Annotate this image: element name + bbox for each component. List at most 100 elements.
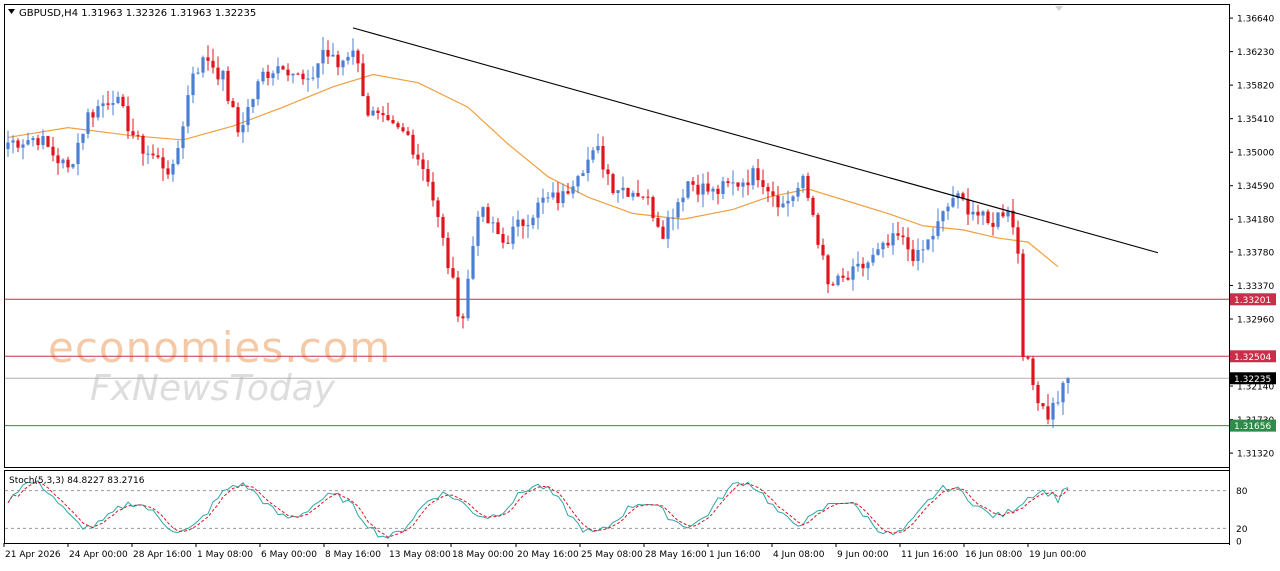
candle-body — [121, 96, 125, 107]
candle-body — [751, 168, 755, 186]
candle-body — [406, 131, 410, 135]
candle-body — [271, 73, 275, 78]
candle-body — [861, 263, 865, 269]
candle-body — [41, 136, 45, 146]
levels-layer — [5, 298, 1229, 427]
candle-body — [681, 197, 685, 203]
stoch-tick-label: 0 — [1236, 538, 1242, 548]
candle-body — [571, 186, 575, 194]
candle-body — [101, 103, 105, 107]
candle-body — [806, 175, 810, 198]
candle-body — [766, 186, 770, 192]
candle-body — [591, 150, 595, 160]
candle-body — [756, 168, 760, 181]
candle-body — [251, 99, 255, 107]
candle-body — [581, 173, 585, 177]
candle-body — [66, 159, 70, 168]
candle-body — [276, 66, 280, 74]
candle-body — [86, 112, 90, 134]
time-tick-label: 28 May 16:00 — [645, 550, 707, 560]
candle-body — [1011, 210, 1015, 228]
candle-body — [916, 249, 920, 262]
price-tick-label: 1.36230 — [1237, 48, 1274, 58]
candle-body — [466, 278, 470, 319]
level-tag-support — [1230, 419, 1276, 432]
candle-body — [826, 255, 830, 285]
candle-body — [1031, 358, 1035, 385]
candle-body — [901, 235, 905, 238]
moving-average-line — [7, 73, 1059, 268]
candle-body — [376, 110, 380, 114]
candle-body — [51, 146, 55, 156]
time-tick-label: 13 May 08:00 — [389, 550, 451, 560]
candle-body — [441, 216, 445, 238]
candle-body — [981, 211, 985, 216]
level-tag-resistance — [1230, 293, 1276, 306]
candle-body — [541, 197, 545, 203]
candle-body — [576, 176, 580, 187]
candle-body — [816, 214, 820, 245]
time-tick-label: 8 May 16:00 — [325, 550, 381, 560]
candle-body — [741, 182, 745, 187]
level-tag-resistance — [1230, 350, 1276, 363]
candle-body — [296, 73, 300, 75]
candle-body — [131, 131, 135, 136]
candle-body — [1051, 402, 1055, 420]
candle-body — [951, 198, 955, 207]
candle-body — [881, 242, 885, 250]
candle-body — [926, 239, 930, 250]
candle-body — [841, 275, 845, 278]
candle-body — [661, 226, 665, 239]
level-tag-label: 1.33201 — [1234, 296, 1271, 306]
candle-body — [976, 211, 980, 216]
candle-body — [866, 262, 870, 269]
candle-body — [371, 110, 375, 116]
candle-body — [936, 221, 940, 236]
price-tick-label: 1.33780 — [1237, 248, 1274, 258]
candle-body — [941, 211, 945, 222]
time-tick-label: 16 Jun 08:00 — [965, 550, 1022, 560]
candle-body — [491, 222, 495, 224]
candle-body — [516, 219, 520, 227]
candle-body — [11, 140, 15, 143]
candle-body — [91, 112, 95, 118]
candle-body — [186, 95, 190, 127]
candle-body — [551, 192, 555, 198]
candle-body — [811, 197, 815, 215]
candle-body — [411, 134, 415, 155]
stochastic-label: Stoch(5,3,3) 84.8227 83.2716 — [9, 476, 145, 486]
chevron-down-icon[interactable] — [8, 9, 15, 14]
candle-body — [331, 54, 335, 57]
level-tag-label: 1.32235 — [1234, 375, 1271, 385]
candle-body — [436, 200, 440, 217]
candle-body — [366, 96, 370, 116]
candle-body — [946, 206, 950, 212]
time-tick-label: 25 May 08:00 — [581, 550, 643, 560]
candle-body — [81, 133, 85, 143]
time-tick-label: 11 Jun 16:00 — [901, 550, 958, 560]
candle-body — [611, 174, 615, 193]
candle-body — [526, 225, 530, 227]
candle-body — [116, 96, 120, 104]
candle-body — [646, 196, 650, 198]
main-panel-frame — [4, 4, 1230, 468]
candle-body — [531, 217, 535, 226]
candle-body — [326, 50, 330, 57]
candle-body — [906, 237, 910, 250]
candle-body — [106, 103, 110, 105]
candle-body — [781, 203, 785, 208]
candle-body — [701, 183, 705, 195]
candle-body — [986, 211, 990, 223]
level-tag-current — [1230, 372, 1276, 385]
candle-body — [501, 234, 505, 243]
time-tick-label: 1 Jun 16:00 — [709, 550, 761, 560]
candle-body — [471, 245, 475, 279]
candle-body — [691, 181, 695, 185]
candle-body — [966, 199, 970, 215]
candle-body — [26, 140, 30, 145]
scroll-marker-icon[interactable] — [1055, 6, 1063, 11]
candle-body — [71, 164, 75, 168]
candle-body — [971, 211, 975, 215]
candle-body — [401, 127, 405, 132]
